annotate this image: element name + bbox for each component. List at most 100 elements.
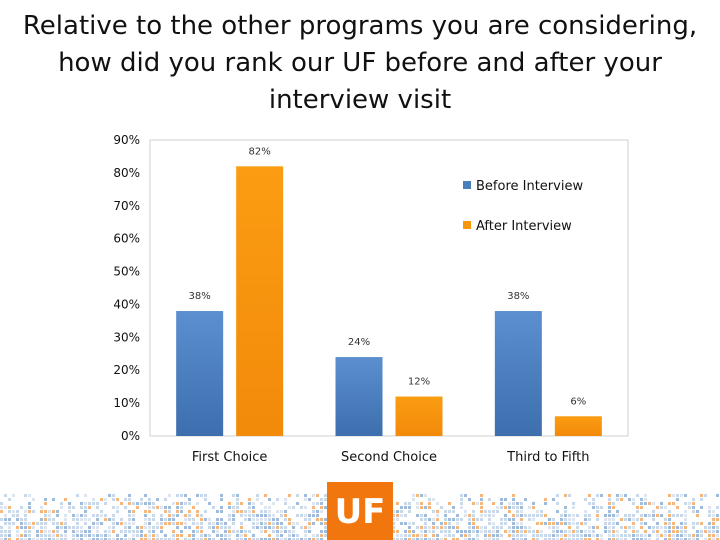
footer-dot <box>716 526 719 529</box>
footer-dot <box>132 522 135 525</box>
footer-dot <box>460 502 463 505</box>
footer-dot <box>572 538 575 540</box>
footer-dot <box>636 534 639 537</box>
footer-dot <box>520 530 523 533</box>
footer-dot <box>12 494 15 497</box>
footer-dot <box>544 498 547 501</box>
footer-dot <box>660 514 663 517</box>
footer-dot <box>56 522 59 525</box>
footer-dot <box>508 502 511 505</box>
footer-dot <box>396 510 399 513</box>
footer-dot <box>148 506 151 509</box>
footer-dot <box>596 526 599 529</box>
footer-dot <box>408 506 411 509</box>
footer-dot <box>420 518 423 521</box>
footer-dot <box>88 534 91 537</box>
plot-area <box>149 139 629 437</box>
footer-dot <box>520 518 523 521</box>
footer-dot <box>196 514 199 517</box>
footer-dot <box>56 530 59 533</box>
footer-dot <box>524 530 527 533</box>
footer-dot <box>268 506 271 509</box>
footer-dot <box>180 534 183 537</box>
footer-dot <box>592 530 595 533</box>
footer-dot <box>640 502 643 505</box>
footer-dot <box>588 538 591 540</box>
footer-dot <box>160 518 163 521</box>
footer-dot <box>40 526 43 529</box>
footer-dot <box>192 518 195 521</box>
footer-dot <box>212 530 215 533</box>
data-label: 38% <box>189 291 211 302</box>
footer-dot <box>268 518 271 521</box>
footer-dot <box>416 526 419 529</box>
footer-dot <box>268 498 271 501</box>
footer-dot <box>516 530 519 533</box>
footer-dot <box>588 534 591 537</box>
footer-dot <box>428 538 431 540</box>
footer-dot <box>272 518 275 521</box>
footer-dot <box>264 514 267 517</box>
footer-dot <box>244 514 247 517</box>
footer-dot <box>616 514 619 517</box>
footer-dot <box>708 522 711 525</box>
footer-dot <box>616 494 619 497</box>
footer-dot <box>96 506 99 509</box>
footer-dot <box>276 522 279 525</box>
footer-dot <box>84 518 87 521</box>
footer-dot <box>556 510 559 513</box>
footer-dot <box>548 522 551 525</box>
footer-dot <box>304 530 307 533</box>
footer-dot <box>40 510 43 513</box>
footer-dot <box>392 518 395 521</box>
footer-dot <box>112 538 115 540</box>
footer-dot <box>44 538 47 540</box>
footer-dot <box>272 514 275 517</box>
footer-dot <box>76 514 79 517</box>
footer-dot <box>524 526 527 529</box>
footer-dot <box>192 530 195 533</box>
footer-dot <box>516 534 519 537</box>
footer-dot <box>252 502 255 505</box>
footer-dot <box>472 518 475 521</box>
footer-dot <box>456 530 459 533</box>
footer-dot <box>284 526 287 529</box>
footer-dot <box>704 494 707 497</box>
footer-dot <box>496 510 499 513</box>
footer-dot <box>496 538 499 540</box>
footer-dot <box>216 522 219 525</box>
footer-dot <box>468 530 471 533</box>
footer-dot <box>548 534 551 537</box>
footer-dot <box>460 506 463 509</box>
footer-dot <box>508 530 511 533</box>
footer-dot <box>120 538 123 540</box>
footer-dot <box>224 526 227 529</box>
footer-dot <box>168 510 171 513</box>
footer-dot <box>548 538 551 540</box>
footer-dot <box>684 522 687 525</box>
legend: Before Interview After Interview <box>463 179 583 234</box>
footer-dot <box>564 494 567 497</box>
footer-dot <box>4 538 7 540</box>
footer-dot <box>620 538 623 540</box>
footer-dot <box>8 526 11 529</box>
footer-dot <box>488 534 491 537</box>
footer-dot <box>228 534 231 537</box>
footer-dot <box>708 514 711 517</box>
footer-dot <box>144 526 147 529</box>
footer-dot <box>412 538 415 540</box>
footer-dot <box>692 526 695 529</box>
footer-dot <box>304 498 307 501</box>
footer-dot <box>180 506 183 509</box>
footer-dot <box>28 510 31 513</box>
footer-dot <box>412 494 415 497</box>
footer-dot <box>564 506 567 509</box>
footer-dot <box>148 498 151 501</box>
footer-dot <box>228 526 231 529</box>
footer-dot <box>404 514 407 517</box>
footer-dot <box>220 534 223 537</box>
uf-logo-text: UF <box>335 492 386 531</box>
footer-dot <box>492 514 495 517</box>
footer-dot <box>192 506 195 509</box>
footer-dot <box>144 534 147 537</box>
